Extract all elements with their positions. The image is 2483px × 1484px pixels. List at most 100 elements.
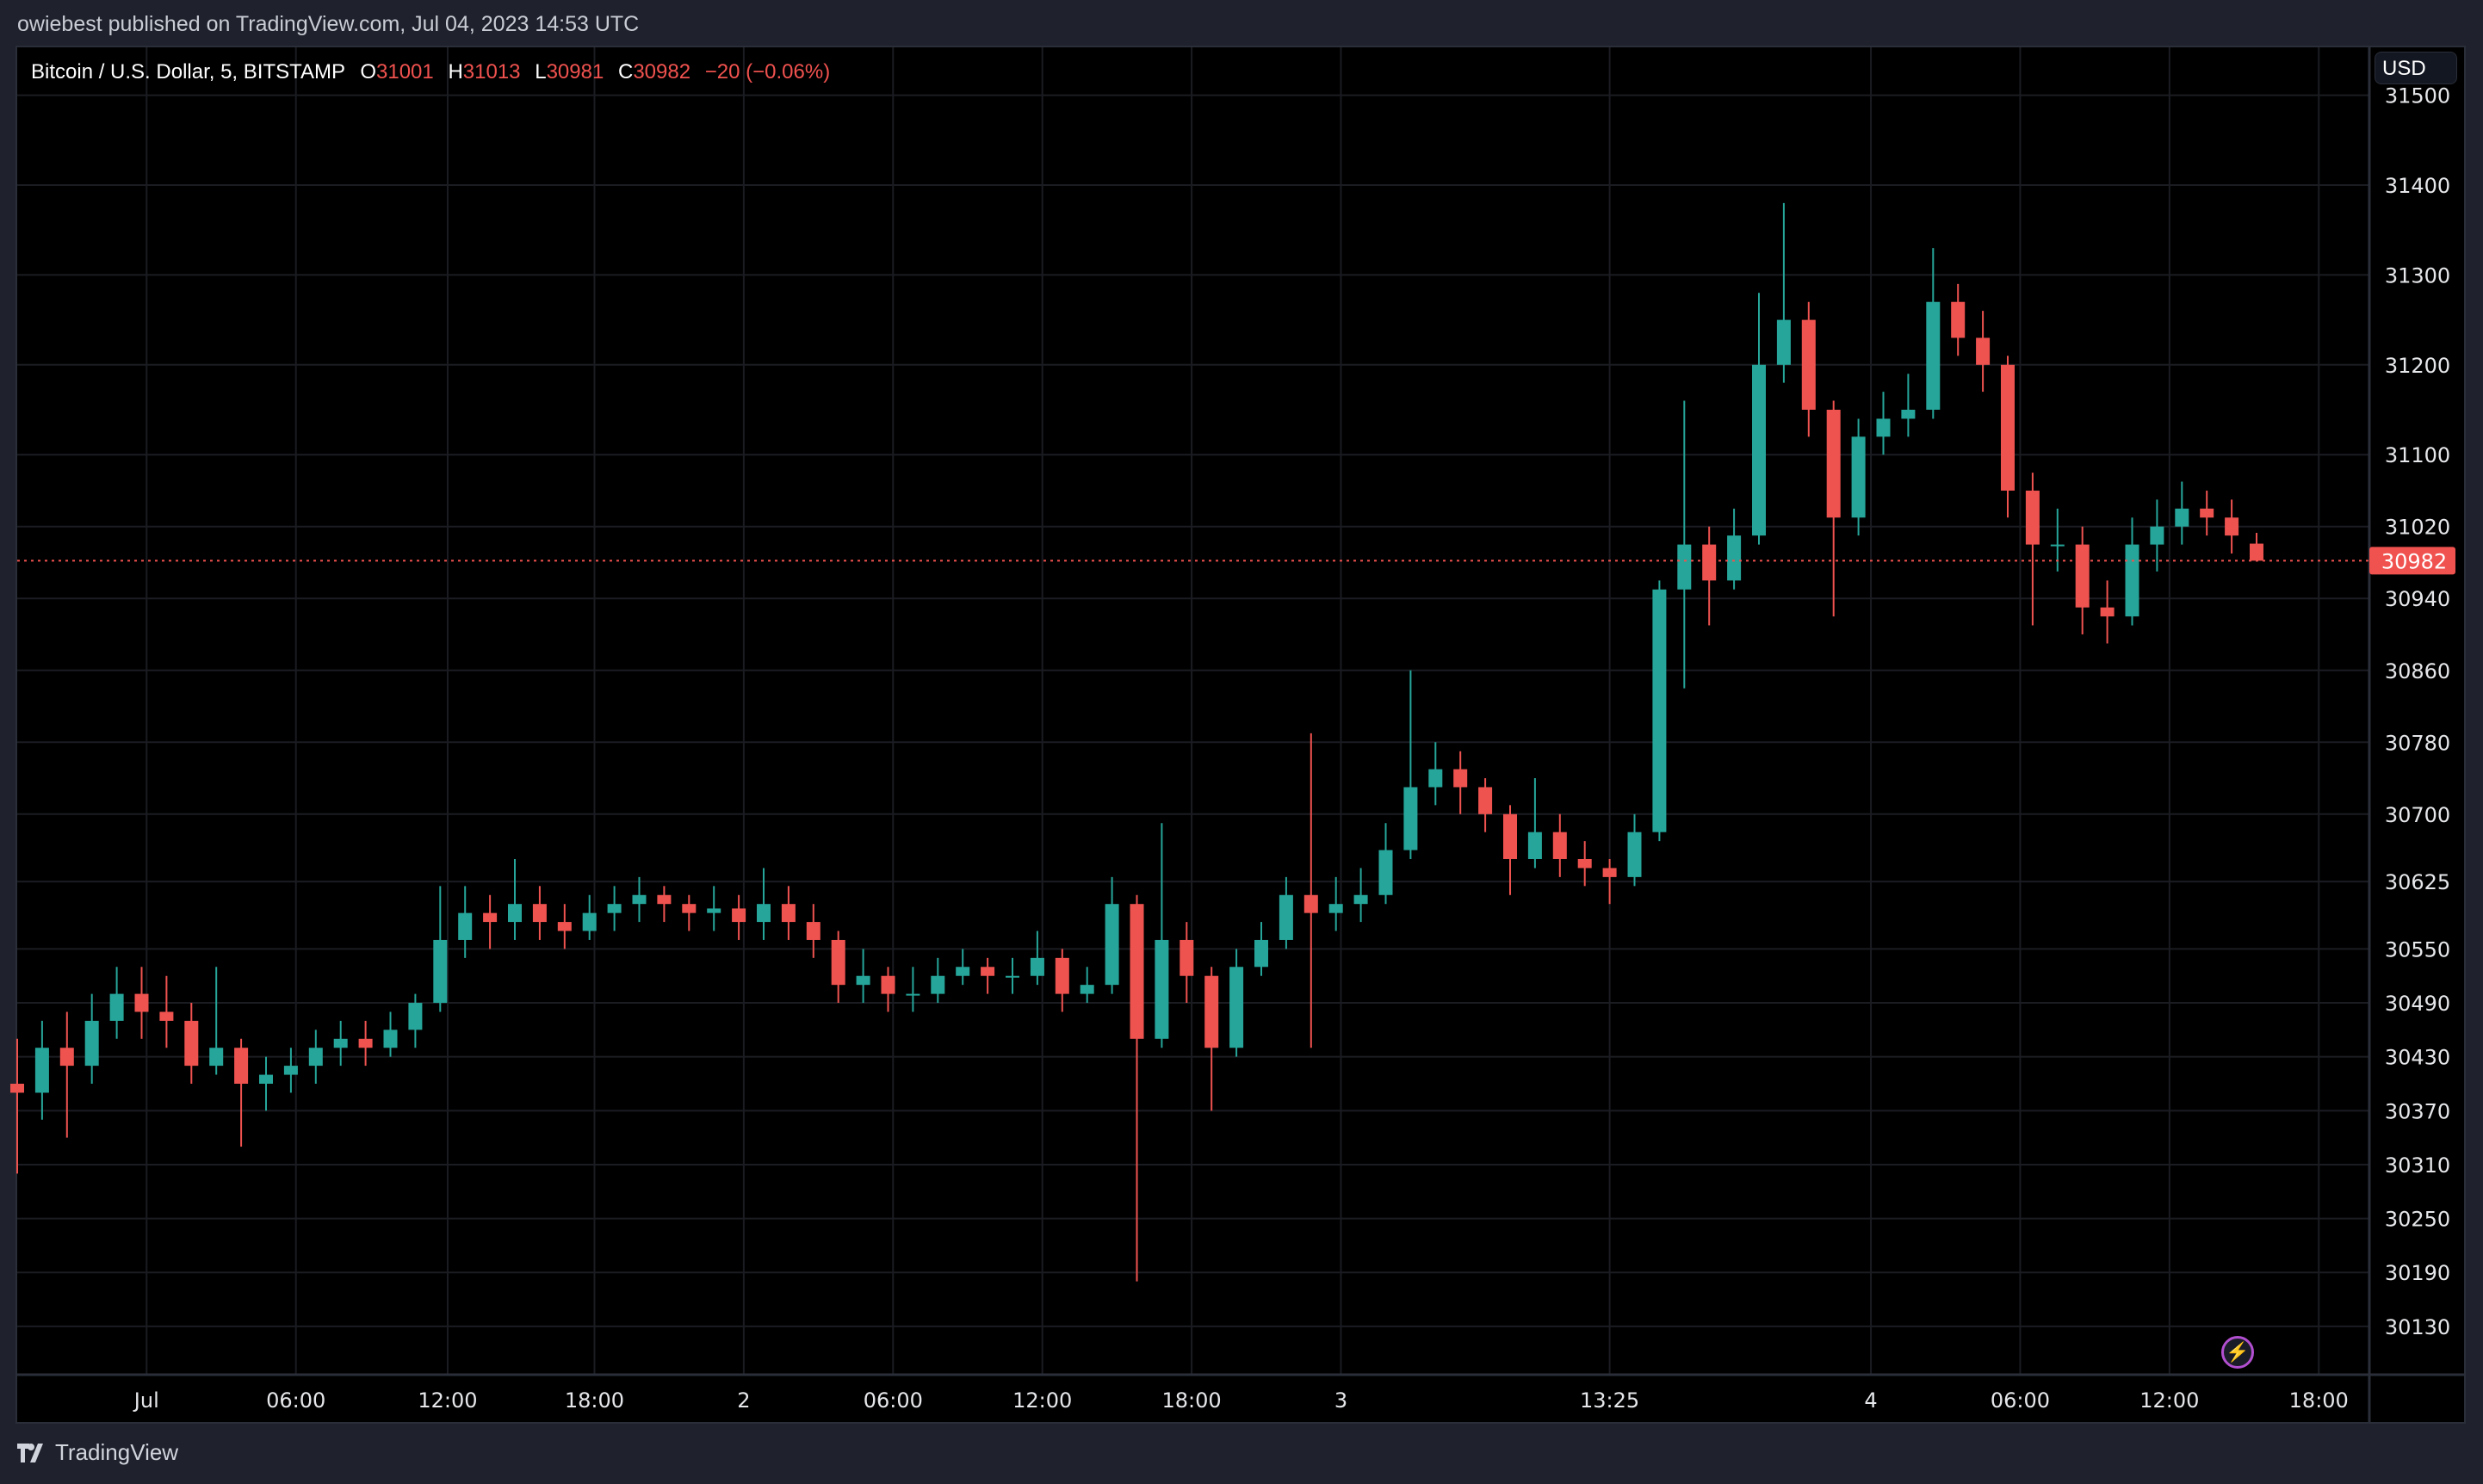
candle [1055, 949, 1069, 1012]
candle [806, 904, 820, 958]
symbol-legend: Bitcoin / U.S. Dollar, 5, BITSTAMP O3100… [31, 60, 839, 84]
candle-body [657, 894, 672, 905]
candle [508, 859, 522, 940]
candle-body [1876, 418, 1891, 437]
x-tick-label: 2 [737, 1388, 750, 1413]
candle [2225, 499, 2239, 554]
lightning-icon[interactable]: ⚡ [2221, 1336, 2254, 1369]
y-tick-label: 31200 [2385, 354, 2450, 378]
candle [159, 975, 174, 1048]
candle [1080, 967, 1094, 1004]
candle-body [781, 904, 796, 923]
candle [1801, 301, 1816, 437]
candle [2100, 580, 2115, 644]
candle [433, 886, 448, 1012]
x-tick-label: Jul [133, 1388, 159, 1413]
candle-body [308, 1048, 323, 1067]
candle-body [134, 993, 149, 1012]
candle-body [1552, 832, 1567, 859]
candle-body [1752, 364, 1766, 536]
candle-body [1055, 957, 1069, 994]
candle-body [234, 1048, 249, 1084]
candle-body [1403, 787, 1418, 850]
y-tick-label: 30370 [2385, 1099, 2450, 1123]
candle [1627, 813, 1642, 887]
candle [1602, 859, 1617, 905]
x-tick-label: 18:00 [565, 1388, 624, 1413]
candle [283, 1048, 298, 1093]
candle [1503, 805, 1517, 895]
candle-body [682, 904, 697, 913]
candle [1328, 876, 1343, 931]
candle [1254, 922, 1268, 976]
candle [1303, 733, 1318, 1048]
last-price-badge [2369, 547, 2455, 575]
currency-button[interactable]: USD [2375, 52, 2457, 84]
candle [1926, 248, 1941, 419]
candle [458, 886, 473, 958]
y-tick-label: 30550 [2385, 937, 2450, 962]
x-tick-label: 18:00 [1161, 1388, 1221, 1413]
candle-body [283, 1066, 298, 1075]
candle [109, 967, 124, 1039]
candle-body [1702, 544, 1717, 581]
candle-body [1652, 589, 1667, 832]
candle-body [1951, 301, 1966, 338]
candle [1006, 957, 1019, 994]
candle-body [632, 894, 647, 905]
candle [1702, 526, 1717, 626]
candle-body [1527, 832, 1542, 859]
candle [881, 967, 895, 1012]
high-value: 31013 [462, 60, 521, 83]
candle-body [10, 1084, 24, 1093]
candle [856, 949, 870, 1004]
footer-brand-label: TradingView [55, 1439, 179, 1465]
y-tick-label: 31100 [2385, 443, 2450, 467]
candle [1478, 778, 1493, 832]
footer-brand[interactable]: TradingView [17, 1439, 178, 1466]
candle-body [532, 904, 547, 923]
candle [333, 1020, 348, 1067]
y-tick-label: 30190 [2385, 1261, 2450, 1285]
candle-body [1328, 904, 1343, 913]
candle [732, 894, 746, 940]
candle-body [707, 908, 721, 913]
y-tick-label: 30860 [2385, 659, 2450, 683]
candle-body [582, 912, 597, 931]
candle-body [1254, 939, 1268, 968]
candle [2075, 526, 2090, 634]
candle [831, 931, 845, 1004]
candle [1180, 922, 1194, 1004]
x-tick-label: 06:00 [266, 1388, 325, 1413]
candle-body [2250, 543, 2263, 561]
candle [1652, 580, 1667, 842]
candle [59, 1011, 74, 1138]
candle-body [1503, 813, 1517, 859]
candle [981, 957, 995, 994]
symbol-name[interactable]: Bitcoin / U.S. Dollar, 5, BITSTAMP [31, 60, 345, 83]
candle [532, 886, 547, 940]
candle [2175, 481, 2189, 545]
close-label: C [617, 60, 634, 83]
candle-body [2150, 526, 2164, 545]
candle-body [856, 975, 870, 986]
candle [234, 1038, 249, 1147]
candle [1677, 400, 1692, 689]
candle [1527, 778, 1542, 869]
candle [10, 1038, 24, 1174]
candle [2150, 499, 2164, 572]
candle-body [831, 939, 845, 986]
candle [259, 1056, 273, 1111]
candle [1229, 949, 1244, 1057]
candle [308, 1030, 323, 1084]
high-label: H [448, 60, 463, 83]
x-tick-label: 12:00 [1012, 1388, 1072, 1413]
candle-body [109, 993, 124, 1021]
candle [956, 949, 970, 986]
candle-body [1851, 436, 1866, 518]
x-tick-label: 13:25 [1580, 1388, 1639, 1413]
y-tick-label: 30490 [2385, 992, 2450, 1016]
candle-body [1204, 975, 1219, 1048]
candle [2250, 533, 2263, 562]
